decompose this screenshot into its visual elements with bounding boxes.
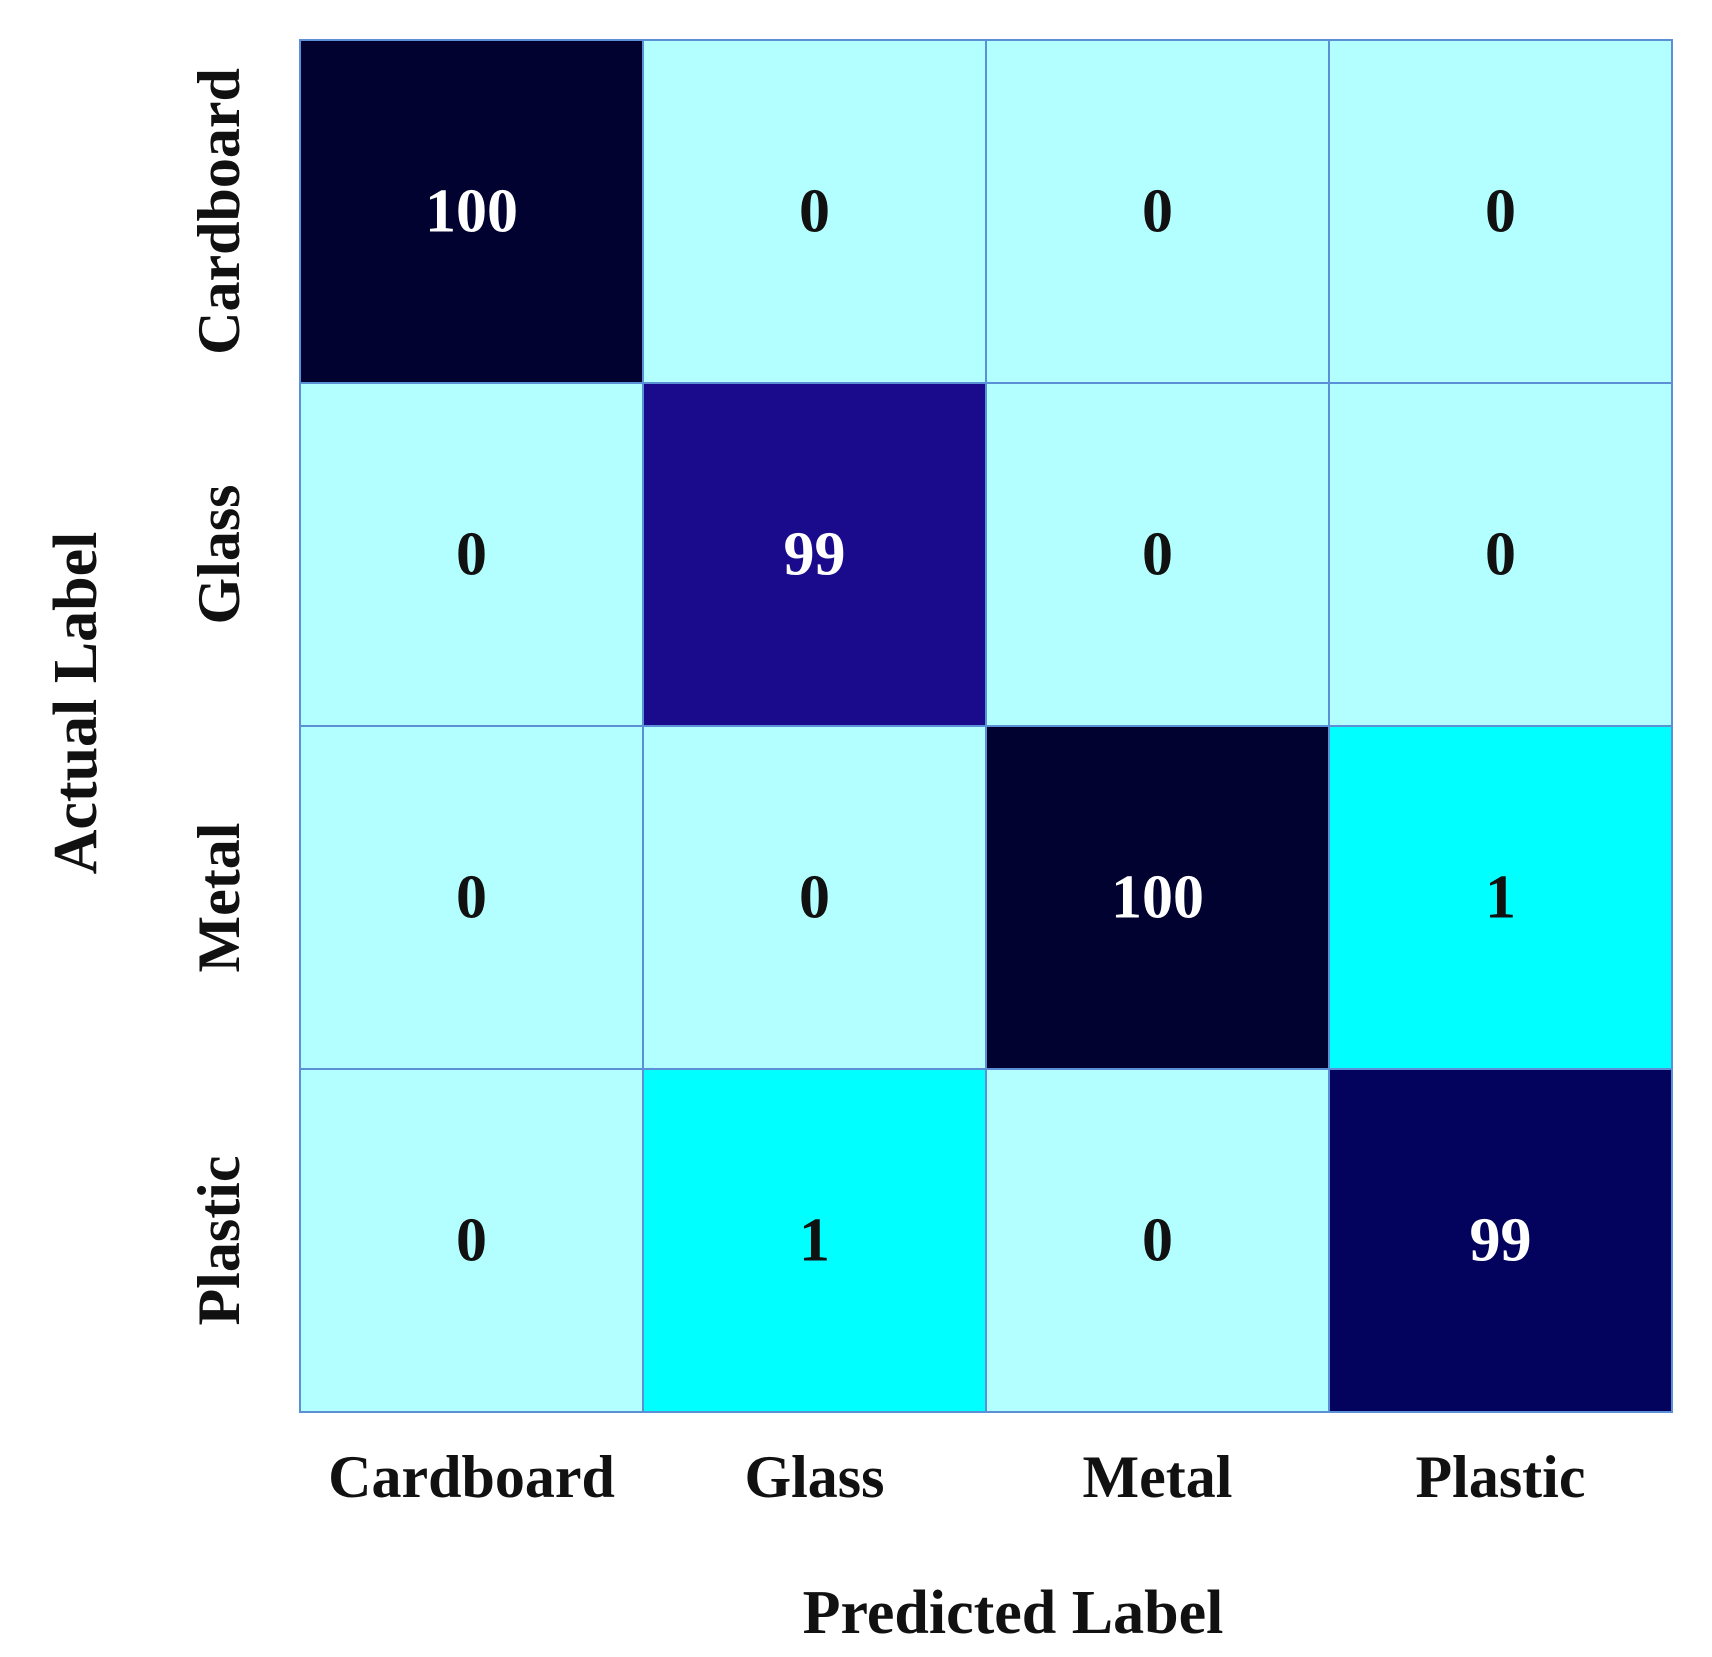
cell-value-label: 99 [1470, 1207, 1532, 1275]
heatmap-cells: 100 0 0 0 0 99 0 0 0 0 100 1 0 1 0 99 [299, 39, 1673, 1413]
y-tick-label-plastic: Plastic [186, 1156, 252, 1326]
cell-value-label: 100 [425, 178, 518, 246]
y-tick-label-glass: Glass [186, 484, 252, 624]
cell-value-label: 0 [1142, 1207, 1173, 1275]
cell-value-label: 1 [799, 1207, 830, 1275]
heatmap-cell-metal-plastic [1328, 725, 1673, 1070]
heatmap-cell-cardboard-metal [985, 39, 1330, 384]
x-tick-labels: Cardboard Glass Metal Plastic [328, 1444, 1585, 1510]
cell-value-label: 0 [1142, 521, 1173, 589]
x-axis-title: Predicted Label [803, 1579, 1224, 1647]
heatmap-cell-metal-glass [642, 725, 987, 1070]
x-tick-label-cardboard: Cardboard [328, 1444, 615, 1510]
cell-value-label: 0 [799, 864, 830, 932]
heatmap-cell-glass-cardboard [299, 382, 644, 727]
cell-value-label: 0 [799, 178, 830, 246]
x-tick-label-plastic: Plastic [1416, 1444, 1586, 1510]
cell-value-label: 0 [1142, 178, 1173, 246]
heatmap-cell-plastic-glass [642, 1068, 987, 1413]
heatmap-cell-cardboard-plastic [1328, 39, 1673, 384]
heatmap-cell-glass-metal [985, 382, 1330, 727]
y-tick-labels: Cardboard Glass Metal Plastic [186, 68, 252, 1325]
y-tick-label-metal: Metal [186, 823, 252, 973]
cell-value-label: 0 [1485, 521, 1516, 589]
cell-value-label: 99 [784, 521, 846, 589]
heatmap-cell-plastic-metal [985, 1068, 1330, 1413]
cell-value-label: 0 [456, 864, 487, 932]
heatmap-cell-plastic-plastic [1328, 1068, 1673, 1413]
heatmap-cell-cardboard-cardboard [299, 39, 644, 384]
cell-value-label: 0 [456, 1207, 487, 1275]
heatmap-cell-glass-plastic [1328, 382, 1673, 727]
cell-value-label: 0 [1485, 178, 1516, 246]
cell-value-label: 100 [1111, 864, 1204, 932]
heatmap-cell-cardboard-glass [642, 39, 987, 384]
x-tick-label-glass: Glass [744, 1444, 884, 1510]
heatmap-cell-plastic-cardboard [299, 1068, 644, 1413]
heatmap-cell-glass-glass [642, 382, 987, 727]
x-tick-label-metal: Metal [1083, 1444, 1233, 1510]
y-axis-title: Actual Label [42, 532, 110, 875]
y-tick-label-cardboard: Cardboard [186, 68, 252, 355]
cell-value-label: 1 [1485, 864, 1516, 932]
cell-value-label: 0 [456, 521, 487, 589]
